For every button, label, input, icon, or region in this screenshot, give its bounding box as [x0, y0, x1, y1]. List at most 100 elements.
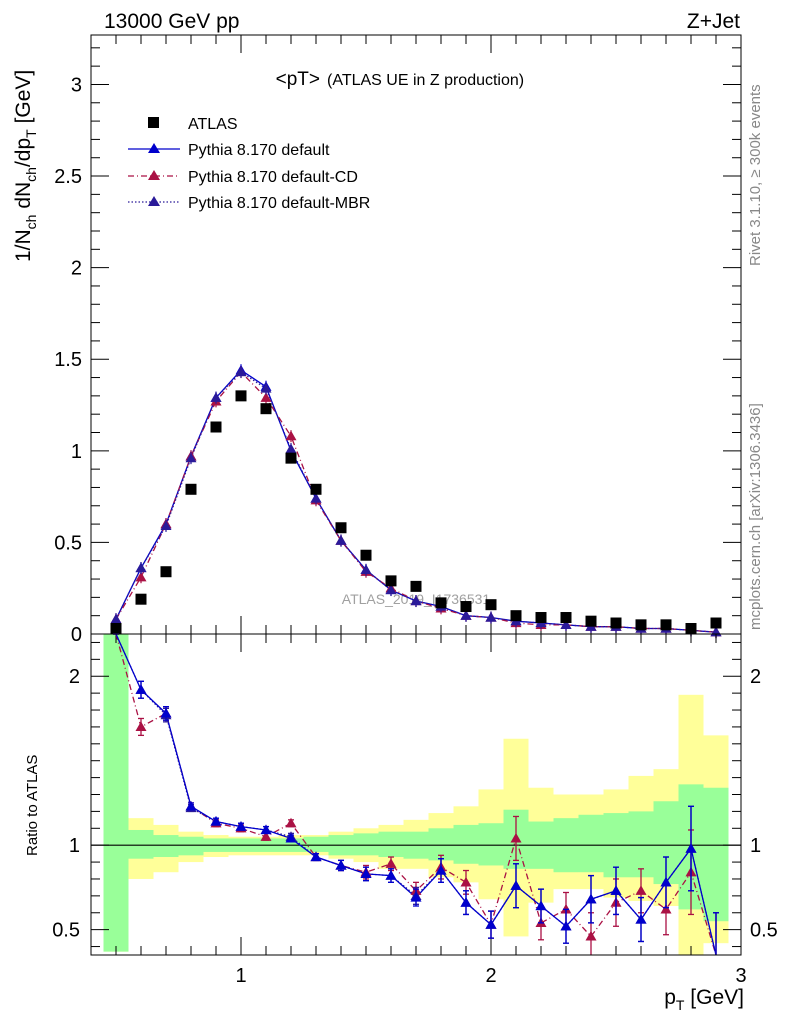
ratio-point-0 — [685, 843, 697, 853]
legend-label-mbr: Pythia 8.170 default-MBR — [188, 195, 370, 212]
ratio-y-tick-label-right: 2 — [750, 666, 761, 688]
ratio-point-0 — [535, 900, 547, 911]
green-band-bin — [453, 824, 479, 864]
main-point-3 — [110, 613, 122, 624]
ratio-point-1 — [135, 721, 147, 732]
ratio-point-1 — [560, 903, 572, 914]
x-tick-label: 2 — [485, 965, 496, 987]
ratio-y-tick-label-left: 0.5 — [52, 920, 80, 942]
atlas-data-point — [435, 597, 447, 609]
atlas-data-point — [635, 619, 647, 631]
ratio-point-0 — [610, 885, 622, 895]
main-point-3 — [235, 366, 247, 377]
legend-label-default: Pythia 8.170 default — [188, 142, 330, 159]
ratio-point-0 — [385, 870, 397, 880]
atlas-data-point — [360, 549, 372, 561]
main-point-3 — [210, 392, 222, 402]
legend-label-atlas: ATLAS — [188, 116, 238, 133]
atlas-data-point — [160, 566, 172, 578]
process-label: Z+Jet — [687, 10, 740, 33]
main-point-3 — [460, 610, 472, 620]
ratio-frame — [90, 633, 742, 956]
atlas-data-point — [510, 610, 522, 622]
green-band-bin — [478, 823, 504, 866]
ratio-point-0 — [635, 914, 647, 924]
legend: ATLAS Pythia 8.170 default Pythia 8.170 … — [128, 116, 370, 212]
ratio-point-0 — [285, 832, 297, 843]
legend-marker-default — [148, 143, 160, 153]
chart-title: <pT> — [276, 69, 320, 90]
ratio-point-0 — [660, 876, 672, 887]
ratio-y-tick-label-right: 0.5 — [750, 920, 778, 942]
ratio-point-0 — [235, 821, 247, 831]
ratio-point-0 — [310, 851, 322, 862]
atlas-data-point — [110, 623, 122, 635]
ratio-point-1 — [510, 832, 522, 843]
main-y-tick-label: 0 — [71, 624, 82, 646]
ratio-point-0 — [260, 824, 272, 835]
main-point-2 — [285, 430, 297, 441]
main-point-3 — [410, 595, 422, 606]
main-point-3 — [135, 562, 147, 573]
ratio-y-axis-title: Ratio to ATLAS — [24, 755, 41, 856]
atlas-data-point — [285, 452, 297, 464]
legend-marker-mbr — [148, 196, 160, 206]
ratio-point-0 — [585, 893, 597, 904]
green-band-bin — [103, 634, 129, 952]
main-y-tick-label: 2.5 — [54, 166, 82, 188]
atlas-data-point — [410, 580, 422, 592]
main-data — [110, 364, 722, 639]
ratio-point-1 — [260, 831, 272, 841]
ratio-point-0 — [460, 897, 472, 907]
main-point-2 — [135, 571, 147, 582]
ratio-panel: 0.5 0.5 1 1 2 2 1 2 3 Ratio to ATLAS pT [GeV] — [24, 633, 778, 1013]
main-y-tick-label: 1.5 — [54, 349, 82, 371]
ratio-ticks: 0.5 0.5 1 1 2 2 1 2 3 — [52, 634, 778, 987]
main-point-3 — [560, 619, 572, 629]
main-point-3 — [385, 584, 397, 595]
x-axis-title: pT [GeV] — [664, 986, 744, 1013]
ratio-point-0 — [510, 880, 522, 890]
main-y-tick-label: 2 — [71, 258, 82, 280]
ratio-point-0 — [435, 865, 447, 875]
atlas-data-point — [385, 575, 397, 587]
rivet-version-label: Rivet 3.1.10, ≥ 300k events — [747, 84, 764, 266]
ratio-data — [113, 633, 719, 956]
green-band-bin — [703, 787, 729, 922]
main-y-tick-label: 3 — [71, 74, 82, 96]
main-ticks: 0 0.5 1 1.5 2 2.5 3 — [54, 35, 741, 646]
atlas-data-point — [185, 483, 197, 495]
main-point-3 — [485, 612, 497, 622]
atlas-data-point — [260, 403, 272, 415]
ratio-point-0 — [210, 816, 222, 826]
atlas-data-point — [610, 617, 622, 629]
green-band-bin — [353, 833, 379, 856]
ratio-y-tick-label-left: 2 — [69, 666, 80, 688]
atlas-data-point — [660, 619, 672, 631]
legend-label-cd: Pythia 8.170 default-CD — [188, 169, 358, 186]
atlas-data-point — [210, 421, 222, 433]
ratio-point-0 — [485, 919, 497, 929]
main-panel: ATLAS_2019_I1736531 00.511.522.53 <pT> (… — [12, 34, 742, 646]
legend-marker-atlas — [148, 117, 159, 128]
main-y-tick-label: 1 — [71, 441, 82, 463]
ratio-y-tick-label-right: 1 — [750, 835, 761, 857]
atlas-data-point — [585, 615, 597, 627]
ratio-point-1 — [460, 876, 472, 887]
main-y-tick-label: 0.5 — [54, 532, 82, 554]
ratio-point-0 — [560, 920, 572, 931]
green-band-bin — [628, 811, 654, 878]
atlas-data-point — [485, 599, 497, 611]
atlas-data-point — [560, 612, 572, 624]
main-point-3 — [160, 520, 172, 531]
atlas-data-point — [710, 617, 722, 629]
atlas-data-point — [685, 623, 697, 635]
ratio-uncertainty-bands — [103, 634, 729, 955]
main-point-2 — [260, 392, 272, 402]
main-y-axis-title: 1/Nch dNch/dpT [GeV] — [12, 70, 39, 262]
atlas-data-point — [460, 601, 472, 613]
ratio-point-0 — [410, 892, 422, 902]
chart-subtitle: (ATLAS UE in Z production) — [327, 72, 524, 89]
main-point-3 — [310, 492, 322, 503]
